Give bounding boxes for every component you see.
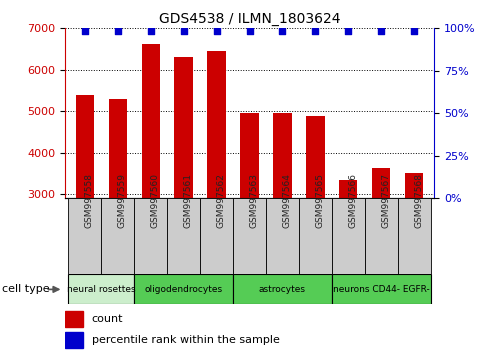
Text: oligodendrocytes: oligodendrocytes	[145, 285, 223, 294]
Bar	[266, 198, 299, 274]
Text: astrocytes: astrocytes	[259, 285, 306, 294]
Point	[410, 28, 418, 34]
Bar	[200, 198, 233, 274]
Bar	[233, 274, 332, 304]
Bar	[167, 198, 200, 274]
Bar	[332, 198, 365, 274]
Bar	[306, 116, 324, 198]
Text: GSM997567: GSM997567	[381, 173, 390, 228]
Text: GSM997558: GSM997558	[85, 173, 94, 228]
Text: GSM997564: GSM997564	[282, 173, 291, 228]
Title: GDS4538 / ILMN_1803624: GDS4538 / ILMN_1803624	[159, 12, 340, 26]
Point	[246, 28, 253, 34]
Text: GSM997561: GSM997561	[184, 173, 193, 228]
Bar	[208, 51, 226, 198]
Bar	[273, 113, 291, 198]
Bar	[65, 311, 83, 327]
Bar	[68, 198, 101, 274]
Text: GSM997559: GSM997559	[118, 173, 127, 228]
Text: GSM997566: GSM997566	[348, 173, 357, 228]
Bar	[241, 113, 258, 198]
Text: neural rosettes: neural rosettes	[67, 285, 135, 294]
Bar	[299, 198, 332, 274]
Point	[81, 28, 89, 34]
Bar	[65, 332, 83, 348]
Text: GSM997560: GSM997560	[151, 173, 160, 228]
Text: GSM997562: GSM997562	[217, 173, 226, 228]
Text: GSM997568: GSM997568	[414, 173, 423, 228]
Bar	[68, 274, 134, 304]
Bar	[332, 274, 431, 304]
Bar	[134, 274, 233, 304]
Bar	[134, 198, 167, 274]
Point	[180, 28, 188, 34]
Bar	[365, 198, 398, 274]
Point	[311, 28, 319, 34]
Bar	[101, 198, 134, 274]
Point	[278, 28, 286, 34]
Bar	[175, 57, 193, 198]
Bar	[233, 198, 266, 274]
Point	[147, 28, 155, 34]
Point	[344, 28, 352, 34]
Bar	[339, 180, 357, 198]
Text: neurons CD44- EGFR-: neurons CD44- EGFR-	[333, 285, 430, 294]
Bar	[405, 172, 424, 198]
Text: count: count	[92, 314, 123, 324]
Point	[377, 28, 385, 34]
Text: percentile rank within the sample: percentile rank within the sample	[92, 335, 280, 345]
Point	[213, 28, 221, 34]
Bar	[109, 99, 127, 198]
Bar	[75, 96, 94, 198]
Bar	[142, 44, 160, 198]
Bar	[372, 169, 390, 198]
Text: GSM997563: GSM997563	[250, 173, 258, 228]
Text: cell type: cell type	[2, 284, 50, 295]
Point	[114, 28, 122, 34]
Text: GSM997565: GSM997565	[315, 173, 324, 228]
Bar	[398, 198, 431, 274]
